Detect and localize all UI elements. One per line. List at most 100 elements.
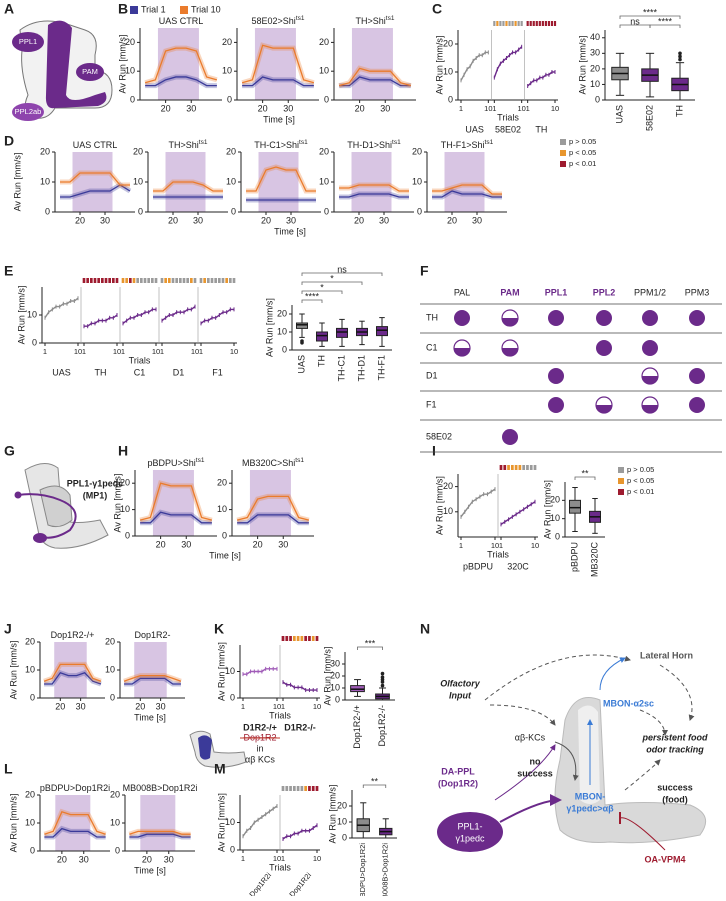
x-tick-label: 10 bbox=[230, 347, 238, 356]
chart-title: TH-F1>Shits1 bbox=[441, 139, 494, 150]
y-axis-label: Av Run [mm/s] bbox=[216, 642, 226, 701]
sig-square bbox=[101, 278, 104, 283]
sig-square bbox=[160, 278, 164, 283]
x-tick-label: 1 bbox=[526, 104, 530, 113]
node-label: MBON-α2sc bbox=[603, 698, 654, 708]
sig-bracket bbox=[574, 476, 596, 480]
trace bbox=[139, 482, 213, 521]
y-tick-label: 0 bbox=[417, 206, 422, 216]
box-label: MB320C bbox=[589, 541, 599, 577]
sig-square bbox=[289, 636, 292, 641]
x-tick-label: 1 bbox=[459, 541, 463, 550]
trial-line bbox=[282, 681, 317, 691]
x-tick-label: 20 bbox=[161, 103, 171, 113]
inset-text: in bbox=[256, 743, 263, 753]
title-text: TH-D1>Shi bbox=[347, 140, 392, 150]
title-sup: ts1 bbox=[485, 139, 494, 146]
cell-half-fill bbox=[642, 376, 658, 384]
y-tick-label: 20 bbox=[550, 495, 560, 505]
legend-swatch bbox=[618, 478, 624, 484]
x-tick-label: 20 bbox=[75, 215, 85, 225]
chart-title: MB320C>Shits1 bbox=[242, 457, 304, 468]
y-tick-label: 10 bbox=[443, 506, 453, 516]
stimulus-window bbox=[54, 642, 87, 698]
y-tick-label: 10 bbox=[40, 176, 50, 186]
x-axis-label: Trials bbox=[129, 355, 151, 365]
cell-full bbox=[502, 429, 518, 445]
y-tick-label: 20 bbox=[222, 37, 232, 47]
title-sup: ts1 bbox=[196, 457, 205, 464]
panel-label: E bbox=[4, 263, 13, 279]
node-label: PPL1- bbox=[457, 821, 482, 831]
row-label: 58E02 bbox=[426, 431, 452, 441]
column-header: PPL2 bbox=[593, 287, 616, 297]
y-tick-label: 0 bbox=[227, 94, 232, 104]
trace bbox=[236, 495, 310, 521]
x-tick-label: 20 bbox=[55, 701, 65, 711]
panel-label: G bbox=[4, 443, 15, 459]
sig-bracket bbox=[301, 299, 323, 303]
panel-label: M bbox=[214, 761, 226, 777]
outlier bbox=[678, 54, 682, 59]
sig-square bbox=[125, 278, 128, 283]
sig-square bbox=[199, 278, 203, 283]
y-tick-label: 0 bbox=[30, 692, 35, 702]
x-axis-label: Trials bbox=[497, 112, 519, 122]
sig-square bbox=[229, 278, 232, 283]
title-text: UAS CTRL bbox=[73, 140, 118, 150]
chart-title: UAS CTRL bbox=[73, 140, 118, 150]
chart-title: TH>Shits1 bbox=[169, 139, 208, 150]
cell-full bbox=[689, 397, 705, 413]
cell-full bbox=[454, 310, 470, 326]
chart-title: UAS CTRL bbox=[159, 16, 204, 26]
row-label: D1 bbox=[426, 370, 438, 380]
sig-square bbox=[514, 21, 517, 26]
x-tick-label: 30 bbox=[278, 539, 288, 549]
x-tick-label: 30 bbox=[100, 215, 110, 225]
kc-inset bbox=[189, 730, 247, 768]
y-axis-label: Av Run [mm/s] bbox=[12, 153, 22, 212]
sig-square bbox=[175, 278, 178, 283]
x-tick-label: 20 bbox=[258, 103, 268, 113]
segment-label: 58E02 bbox=[495, 124, 521, 134]
cell-full bbox=[548, 397, 564, 413]
title-text: Dop1R2- bbox=[134, 630, 170, 640]
y-axis-label: Av Run [mm/s] bbox=[264, 298, 274, 357]
sig-square bbox=[82, 278, 86, 283]
x-tick-label: 10 bbox=[551, 104, 559, 113]
x-tick-label: 20 bbox=[168, 215, 178, 225]
trial-line bbox=[500, 501, 536, 525]
sig-square bbox=[112, 278, 115, 283]
y-tick-label: 0 bbox=[30, 845, 35, 855]
title-text: TH-F1>Shi bbox=[441, 140, 485, 150]
y-tick-label: 20 bbox=[319, 146, 329, 156]
legend-swatch bbox=[130, 6, 138, 14]
y-tick-label: 20 bbox=[40, 146, 50, 156]
node-label: (Dop1R2) bbox=[438, 778, 478, 788]
title-text: TH>Shi bbox=[356, 16, 386, 26]
trial-line bbox=[122, 308, 156, 324]
x-tick-label: 20 bbox=[447, 215, 457, 225]
y-tick-label: 20 bbox=[110, 789, 120, 799]
segment-label: pBDPU bbox=[463, 561, 493, 571]
y-tick-label: 20 bbox=[105, 636, 115, 646]
x-tick-label: 30 bbox=[76, 701, 86, 711]
y-tick-label: 10 bbox=[590, 79, 600, 89]
x-tick-label: 30 bbox=[79, 854, 89, 864]
y-tick-label: 20 bbox=[337, 800, 347, 810]
sig-square bbox=[108, 278, 111, 283]
panel-label: F bbox=[420, 263, 429, 279]
x-tick-label: 20 bbox=[135, 701, 145, 711]
sig-square bbox=[171, 278, 175, 283]
chart-title: Dop1R2- bbox=[134, 630, 170, 640]
node-label: DA-PPL bbox=[441, 766, 475, 776]
trace bbox=[44, 672, 102, 685]
y-tick-label: 10 bbox=[120, 504, 130, 514]
y-tick-label: 20 bbox=[25, 789, 35, 799]
chart-title: pBDPU>Dop1R2i bbox=[40, 783, 110, 793]
y-tick-label: 10 bbox=[27, 309, 37, 319]
cell-half-fill bbox=[502, 318, 518, 326]
segment-label: D1R2-/- bbox=[284, 722, 316, 732]
y-axis-label: Av Run [mm/s] bbox=[16, 286, 26, 345]
sig-square bbox=[129, 278, 132, 283]
